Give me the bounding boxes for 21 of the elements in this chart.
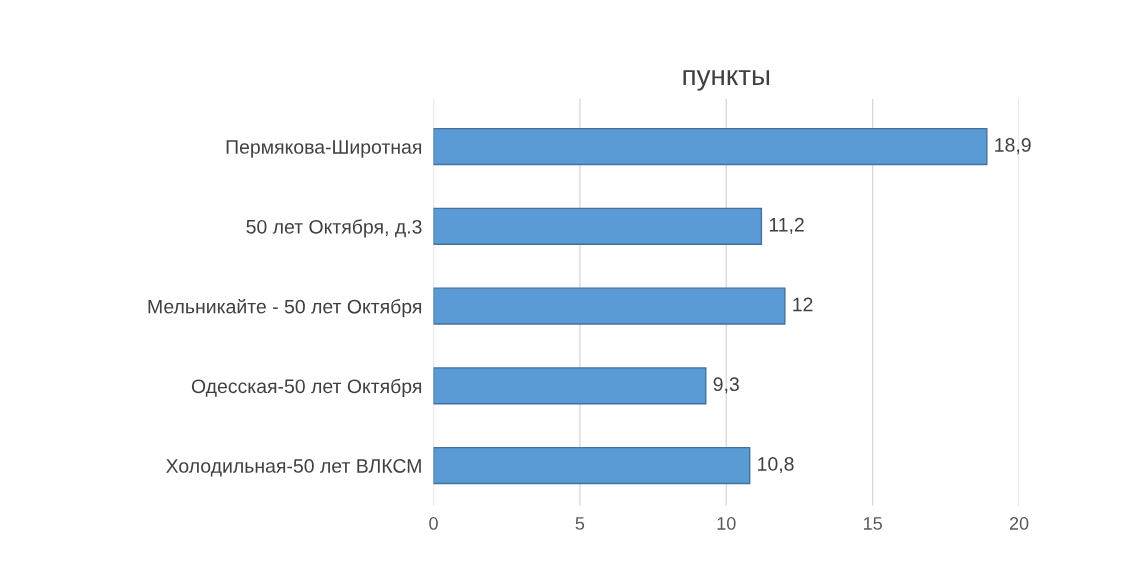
y-tick-label: 50 лет Октября, д.3 [246,219,422,238]
y-tick-label: Холодильная-50 лет ВЛКСМ [166,459,421,477]
bar [433,367,707,405]
x-tick-label: 0 [429,517,438,530]
bar [433,207,763,245]
data-label: 9,3 [713,377,739,394]
bar [433,127,988,166]
data-label: 11,2 [769,217,804,234]
bar [433,287,786,325]
y-tick-label: Одесская-50 лет Октября [191,378,422,398]
x-tick-label: 5 [575,517,585,530]
x-tick-label: 10 [717,517,736,530]
y-tick-label: Пермякова-Широтная [226,140,422,158]
data-label: 12 [793,297,813,312]
bar [433,446,751,485]
x-tick-label: 15 [863,517,882,530]
chart-title: пункты [683,70,770,91]
data-label: 10,8 [758,457,794,474]
data-label: 18,9 [995,138,1031,155]
x-tick-label: 20 [1009,517,1029,530]
y-tick-label: Мельникайте - 50 лет Октября [148,298,422,318]
